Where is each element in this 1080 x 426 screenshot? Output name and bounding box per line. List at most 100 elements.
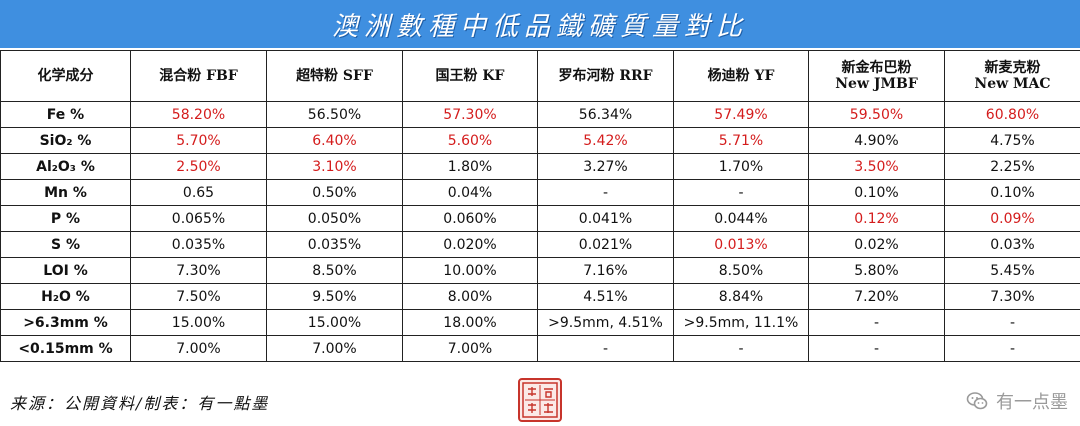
- wechat-icon: [966, 390, 988, 412]
- table-cell: 0.03%: [944, 231, 1080, 258]
- row-label: Mn %: [0, 179, 131, 206]
- table-cell: 0.50%: [266, 179, 403, 206]
- header-line1: 化学成分: [37, 68, 94, 84]
- table-cell: -: [808, 335, 945, 362]
- column-header-ore: 新麦克粉 New MAC: [944, 50, 1080, 102]
- table-cell: 5.60%: [402, 127, 538, 154]
- table-cell: >9.5mm, 4.51%: [537, 309, 674, 336]
- seal-stamp-icon: [518, 378, 562, 422]
- table-cell: 8.00%: [402, 283, 538, 310]
- table-cell: 7.50%: [130, 283, 267, 310]
- footer: 来源：公開資料/制表：有一點墨 有一点墨: [0, 376, 1080, 426]
- table-cell: 8.84%: [673, 283, 809, 310]
- table-cell: 7.16%: [537, 257, 674, 284]
- table-row: Fe % 58.20% 56.50% 57.30% 56.34% 57.49% 59.50%…: [0, 101, 1080, 128]
- table-cell: -: [537, 335, 674, 362]
- table-body: Fe % 58.20% 56.50% 57.30% 56.34% 57.49% 59.50%…: [0, 101, 1080, 362]
- table-cell: 1.80%: [402, 153, 538, 180]
- table-cell: 7.30%: [944, 283, 1080, 310]
- table-cell: 0.10%: [808, 179, 945, 206]
- source-note: 来源：公開資料/制表：有一點墨: [10, 394, 270, 413]
- column-header-ore: 罗布河粉 RRF: [537, 50, 674, 102]
- table-row: >6.3mm % 15.00% 15.00% 18.00% >9.5mm, 4.51% >…: [0, 309, 1080, 336]
- header-line1: 新金布巴粉: [841, 60, 912, 76]
- table-row: P % 0.065% 0.050% 0.060% 0.041% 0.044% 0.12% 0.…: [0, 205, 1080, 232]
- row-label: LOI %: [0, 257, 131, 284]
- brand-label: 有一点墨: [996, 392, 1068, 413]
- table-cell: 9.50%: [266, 283, 403, 310]
- comparison-table: 化学成分 混合粉 FBF 超特粉 SFF 国王粉 KF 罗布河粉 RRF 杨迪粉 YF 新金…: [0, 50, 1080, 362]
- row-label: >6.3mm %: [0, 309, 131, 336]
- table-cell: 0.065%: [130, 205, 267, 232]
- table-cell: 5.70%: [130, 127, 267, 154]
- table-cell: 15.00%: [266, 309, 403, 336]
- table-cell: 7.20%: [808, 283, 945, 310]
- table-row: SiO₂ % 5.70% 6.40% 5.60% 5.42% 5.71% 4.90% 4.75…: [0, 127, 1080, 154]
- header-line2: New MAC: [974, 76, 1051, 92]
- table-cell: 56.50%: [266, 101, 403, 128]
- header-line2: New JMBF: [835, 76, 918, 92]
- header-line1: 国王粉 KF: [435, 68, 505, 84]
- column-header-ore: 新金布巴粉 New JMBF: [808, 50, 945, 102]
- table-row: LOI % 7.30% 8.50% 10.00% 7.16% 8.50% 5.80% 5.45…: [0, 257, 1080, 284]
- table-cell: 3.27%: [537, 153, 674, 180]
- table-cell: 2.50%: [130, 153, 267, 180]
- table-cell: 59.50%: [808, 101, 945, 128]
- table-cell: 4.51%: [537, 283, 674, 310]
- column-header-ore: 杨迪粉 YF: [673, 50, 809, 102]
- table-cell: 3.50%: [808, 153, 945, 180]
- header-line1: 罗布河粉 RRF: [558, 68, 653, 84]
- table-cell: 0.050%: [266, 205, 403, 232]
- row-label: <0.15mm %: [0, 335, 131, 362]
- table-cell: 15.00%: [130, 309, 267, 336]
- column-header-ore: 超特粉 SFF: [266, 50, 403, 102]
- table-cell: 7.30%: [130, 257, 267, 284]
- table-cell: 0.044%: [673, 205, 809, 232]
- table-row: <0.15mm % 7.00% 7.00% 7.00% - - - -: [0, 335, 1080, 362]
- header-line1: 超特粉 SFF: [296, 68, 373, 84]
- title-bar: 澳洲數種中低品鐵礦質量對比: [0, 0, 1080, 48]
- table-cell: -: [673, 335, 809, 362]
- column-header-ore: 国王粉 KF: [402, 50, 538, 102]
- header-line1: 混合粉 FBF: [159, 68, 238, 84]
- table-cell: 0.020%: [402, 231, 538, 258]
- table-cell: 5.45%: [944, 257, 1080, 284]
- table-cell: 58.20%: [130, 101, 267, 128]
- table-cell: -: [944, 309, 1080, 336]
- table-cell: >9.5mm, 11.1%: [673, 309, 809, 336]
- table-cell: 5.42%: [537, 127, 674, 154]
- table-cell: -: [673, 179, 809, 206]
- column-header-ore: 混合粉 FBF: [130, 50, 267, 102]
- table-cell: 8.50%: [266, 257, 403, 284]
- table-cell: 7.00%: [266, 335, 403, 362]
- table-cell: 7.00%: [402, 335, 538, 362]
- table-row: Mn % 0.65 0.50% 0.04% - -0.10% 0.10%: [0, 179, 1080, 206]
- header-line1: 新麦克粉: [984, 60, 1041, 76]
- table-cell: 57.49%: [673, 101, 809, 128]
- brand-watermark: 有一点墨: [966, 388, 1068, 414]
- row-label: SiO₂ %: [0, 127, 131, 154]
- table-cell: 0.041%: [537, 205, 674, 232]
- table-cell: 0.021%: [537, 231, 674, 258]
- table-cell: -: [808, 309, 945, 336]
- table-cell: 2.25%: [944, 153, 1080, 180]
- row-label: Fe %: [0, 101, 131, 128]
- table-cell: 0.12%: [808, 205, 945, 232]
- table-cell: 5.80%: [808, 257, 945, 284]
- row-label: P %: [0, 205, 131, 232]
- table-header-row: 化学成分 混合粉 FBF 超特粉 SFF 国王粉 KF 罗布河粉 RRF 杨迪粉 YF 新金…: [0, 50, 1080, 102]
- table-cell: 56.34%: [537, 101, 674, 128]
- table-cell: 6.40%: [266, 127, 403, 154]
- table-cell: -: [537, 179, 674, 206]
- table-cell: 1.70%: [673, 153, 809, 180]
- table-cell: 0.04%: [402, 179, 538, 206]
- row-label: Al₂O₃ %: [0, 153, 131, 180]
- table-cell: 0.035%: [266, 231, 403, 258]
- table-cell: 4.75%: [944, 127, 1080, 154]
- table-cell: -: [944, 335, 1080, 362]
- table-cell: 0.10%: [944, 179, 1080, 206]
- table-cell: 18.00%: [402, 309, 538, 336]
- table-cell: 0.65: [130, 179, 267, 206]
- table-cell: 0.09%: [944, 205, 1080, 232]
- table-cell: 5.71%: [673, 127, 809, 154]
